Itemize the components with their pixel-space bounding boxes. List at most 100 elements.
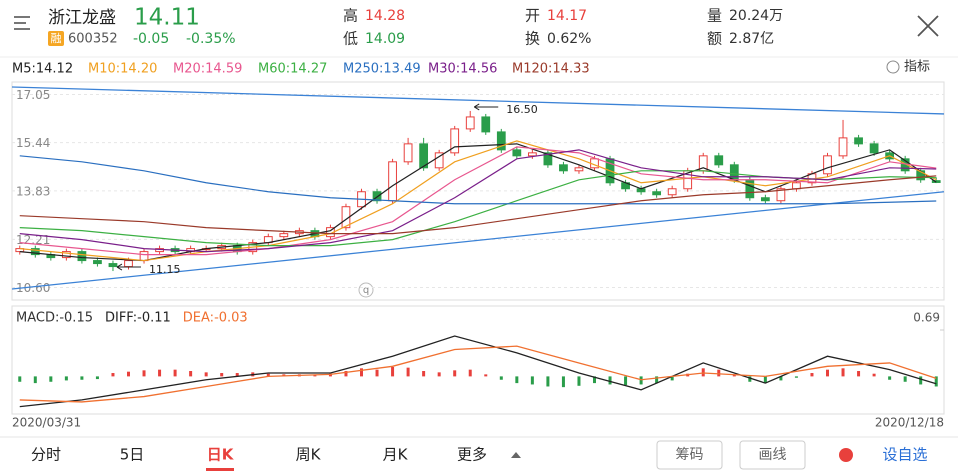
macd-bar <box>235 373 239 377</box>
macd-bar <box>313 375 317 377</box>
stat-label: 高 <box>343 7 358 25</box>
macd-bar <box>328 373 332 377</box>
macd-bar <box>468 369 472 377</box>
tab[interactable]: 周K <box>296 446 322 464</box>
candle-body <box>760 197 770 202</box>
macd-bar <box>655 376 659 384</box>
macd-bar <box>810 373 814 377</box>
ma-line <box>19 155 937 205</box>
macd-bar <box>33 376 37 384</box>
macd-bar <box>530 376 534 385</box>
legend-item: MACD:-0.15 <box>16 311 93 326</box>
candle-body <box>667 188 677 196</box>
macd-bar <box>95 376 99 380</box>
candle-body <box>450 128 460 154</box>
x-tick-label: 2020/03/31 <box>12 416 81 430</box>
legend-item: M20:14.59 <box>173 62 242 77</box>
alert-dot[interactable] <box>839 448 853 462</box>
macd-bar <box>375 369 379 377</box>
button[interactable]: 筹码 <box>676 446 704 463</box>
stat-label: 量 <box>707 7 722 25</box>
macd-bar <box>748 376 752 382</box>
tab[interactable]: 月K <box>383 446 409 464</box>
add-watchlist[interactable]: 设自选 <box>882 446 927 464</box>
x-tick-label: 2020/12/18 <box>875 416 944 430</box>
macd-bar <box>499 376 503 380</box>
macd-bar <box>189 371 193 377</box>
change: -0.05 <box>133 31 169 47</box>
candle-body <box>512 149 522 157</box>
badge: 融 <box>51 32 62 45</box>
macd-bar <box>732 375 736 377</box>
macd-bar <box>64 376 68 381</box>
macd-bar <box>515 376 519 384</box>
candle-body <box>419 143 429 169</box>
candle-body <box>481 116 491 133</box>
menu-icon[interactable] <box>14 16 30 30</box>
y-tick-label: 17.05 <box>16 88 50 102</box>
button[interactable]: 画线 <box>759 447 787 463</box>
legend-item: DEA:-0.03 <box>183 311 248 326</box>
ma-line <box>19 140 937 262</box>
macd-bar <box>204 372 208 377</box>
more-caret[interactable] <box>511 452 521 458</box>
macd-bar <box>872 373 876 377</box>
macd-bar <box>360 368 363 377</box>
candle-body <box>527 152 537 157</box>
macd-bar <box>80 376 84 380</box>
tab[interactable]: 更多 <box>457 446 487 464</box>
stat-value: 2.87亿 <box>729 31 774 47</box>
legend-item: M250:13.49 <box>343 62 421 77</box>
macd-bar <box>639 376 643 385</box>
q-icon-text: q <box>363 285 369 296</box>
candle-body <box>652 191 662 196</box>
macd-bar <box>173 369 177 377</box>
legend-item: DIFF:-0.11 <box>105 311 171 326</box>
macd-bar <box>111 373 115 377</box>
ma-line <box>19 143 937 262</box>
macd-bar <box>142 370 146 377</box>
ma-line <box>19 149 937 253</box>
stat-label: 低 <box>343 30 358 48</box>
tab[interactable]: 分时 <box>31 446 61 464</box>
macd-bar <box>903 376 907 382</box>
candle-body <box>792 182 801 190</box>
candle-body <box>61 251 71 259</box>
macd-bar <box>18 376 22 382</box>
macd-bar <box>779 376 783 381</box>
candle-body <box>854 137 863 145</box>
indicator-button[interactable]: 指标 <box>904 60 930 75</box>
candle-body <box>388 161 397 202</box>
candle-body <box>714 155 724 166</box>
candle-body <box>108 263 118 268</box>
trendline <box>11 86 945 115</box>
legend-item: M30:14.56 <box>428 62 497 77</box>
macd-bar <box>266 373 270 377</box>
candle-body <box>139 251 149 262</box>
macd-bar <box>422 371 426 377</box>
ma-line <box>19 175 937 235</box>
candle-body <box>403 143 413 163</box>
macd-bar <box>670 376 674 381</box>
macd-bar <box>593 376 596 384</box>
macd-bar <box>763 376 767 384</box>
tab[interactable]: 日K <box>207 446 235 464</box>
macd-bar <box>453 370 457 377</box>
indicator-icon[interactable] <box>886 60 900 74</box>
change-pct: -0.35% <box>186 31 236 47</box>
close-button[interactable] <box>917 15 939 37</box>
tab[interactable]: 5日 <box>120 446 145 464</box>
candle-body <box>559 164 568 172</box>
candle-body <box>30 248 40 256</box>
button-frame[interactable] <box>656 440 723 470</box>
legend-item: M5:14.12 <box>12 62 73 77</box>
macd-bar <box>406 367 410 377</box>
annotation-arrow <box>116 263 141 271</box>
annotation-arrow <box>473 103 499 111</box>
macd-bar <box>826 369 829 377</box>
q-icon[interactable] <box>358 282 374 298</box>
macd-panel <box>11 305 945 415</box>
stock-name: 浙江龙盛 <box>48 8 116 28</box>
button-frame[interactable] <box>739 440 806 470</box>
